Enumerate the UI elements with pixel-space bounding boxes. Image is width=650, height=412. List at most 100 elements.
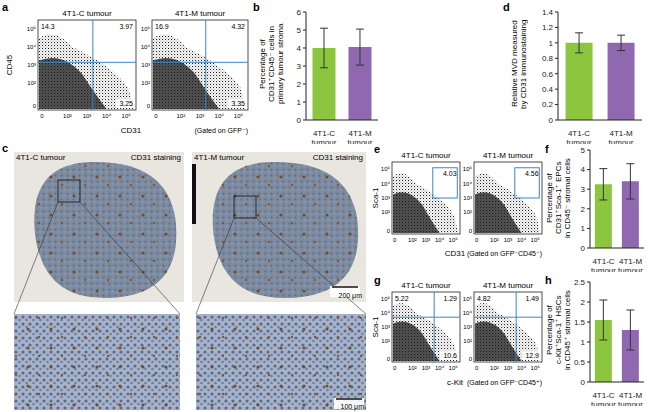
svg-text:4.32: 4.32 xyxy=(231,23,245,30)
svg-text:10⁴: 10⁴ xyxy=(215,113,225,119)
svg-text:4T1-C tumour: 4T1-C tumour xyxy=(401,281,451,290)
svg-text:10²: 10² xyxy=(381,338,390,344)
svg-text:4T1-Mtumour: 4T1-Mtumour xyxy=(609,129,634,144)
svg-text:CD31 staining: CD31 staining xyxy=(131,153,181,162)
svg-text:3.97: 3.97 xyxy=(119,23,133,30)
svg-text:0.8: 0.8 xyxy=(542,54,554,63)
svg-text:10⁵: 10⁵ xyxy=(141,26,151,32)
svg-text:Sca-1: Sca-1 xyxy=(371,187,380,208)
svg-text:3.35: 3.35 xyxy=(231,100,245,107)
svg-text:10²: 10² xyxy=(490,365,499,371)
svg-text:10³: 10³ xyxy=(141,62,150,68)
svg-text:10³: 10³ xyxy=(504,365,513,371)
svg-text:10²: 10² xyxy=(381,209,390,215)
svg-text:2: 2 xyxy=(297,80,302,89)
svg-text:a: a xyxy=(8,1,9,13)
svg-text:4T1-C tumour: 4T1-C tumour xyxy=(62,9,112,18)
svg-text:b: b xyxy=(253,1,260,13)
svg-text:1.5: 1.5 xyxy=(574,318,586,327)
svg-text:0: 0 xyxy=(469,228,473,234)
svg-text:3: 3 xyxy=(581,185,586,194)
svg-text:0: 0 xyxy=(469,356,473,362)
svg-text:12.9: 12.9 xyxy=(525,352,539,359)
svg-text:4T1-Mtumour: 4T1-Mtumour xyxy=(618,257,642,272)
svg-text:10⁴: 10⁴ xyxy=(435,237,445,243)
svg-text:10²: 10² xyxy=(27,80,36,86)
svg-text:5: 5 xyxy=(581,146,586,155)
svg-text:10³: 10³ xyxy=(381,324,390,330)
svg-text:d: d xyxy=(503,1,510,13)
svg-text:10⁵: 10⁵ xyxy=(27,26,37,32)
svg-text:4T1-Ctumour: 4T1-Ctumour xyxy=(591,391,616,406)
svg-text:(Gated on GFP⁻CD45⁺): (Gated on GFP⁻CD45⁺) xyxy=(467,379,542,387)
svg-text:10⁴: 10⁴ xyxy=(27,44,37,50)
svg-text:1: 1 xyxy=(549,39,554,48)
svg-text:4: 4 xyxy=(297,44,302,53)
svg-text:f: f xyxy=(545,143,549,155)
svg-text:5: 5 xyxy=(297,26,302,35)
svg-text:10³: 10³ xyxy=(463,324,472,330)
svg-text:10³: 10³ xyxy=(463,195,472,201)
svg-text:0: 0 xyxy=(393,365,397,371)
svg-text:10⁵: 10⁵ xyxy=(531,365,541,371)
svg-text:0.6: 0.6 xyxy=(542,70,554,79)
svg-text:3.25: 3.25 xyxy=(119,100,133,107)
svg-text:h: h xyxy=(545,274,552,286)
svg-text:10³: 10³ xyxy=(27,62,36,68)
svg-text:1: 1 xyxy=(581,224,586,233)
svg-text:10⁴: 10⁴ xyxy=(102,113,112,119)
svg-text:10⁵: 10⁵ xyxy=(463,166,473,172)
svg-text:0: 0 xyxy=(475,365,479,371)
svg-text:0: 0 xyxy=(475,237,479,243)
svg-text:0: 0 xyxy=(33,103,37,109)
svg-text:1.49: 1.49 xyxy=(525,295,539,302)
svg-text:4T1-M tumour: 4T1-M tumour xyxy=(483,151,534,160)
svg-text:0: 0 xyxy=(297,116,302,125)
svg-text:CD31 staining: CD31 staining xyxy=(313,153,363,162)
svg-text:10⁵: 10⁵ xyxy=(381,166,391,172)
svg-text:e: e xyxy=(374,143,380,155)
svg-text:4: 4 xyxy=(581,165,586,174)
svg-text:4T1-Ctumour: 4T1-Ctumour xyxy=(591,257,616,272)
svg-text:0: 0 xyxy=(387,356,391,362)
svg-text:10²: 10² xyxy=(63,113,72,119)
svg-text:0: 0 xyxy=(147,103,151,109)
svg-text:3: 3 xyxy=(297,62,302,71)
svg-text:10²: 10² xyxy=(176,113,185,119)
svg-text:4T1-Mtumour: 4T1-Mtumour xyxy=(348,129,373,144)
svg-text:10⁵: 10⁵ xyxy=(449,237,459,243)
svg-text:10⁴: 10⁴ xyxy=(381,310,391,316)
svg-text:0.2: 0.2 xyxy=(542,100,554,109)
svg-text:10²: 10² xyxy=(408,365,417,371)
svg-text:2.5: 2.5 xyxy=(574,278,586,287)
svg-text:4T1-C tumour: 4T1-C tumour xyxy=(16,153,66,162)
svg-text:0: 0 xyxy=(581,378,586,387)
svg-text:1: 1 xyxy=(581,338,586,347)
svg-text:10⁴: 10⁴ xyxy=(517,365,527,371)
svg-text:4.82: 4.82 xyxy=(477,295,491,302)
svg-text:4T1-Mtumour: 4T1-Mtumour xyxy=(618,391,642,406)
svg-text:0: 0 xyxy=(154,113,158,119)
svg-text:0.4: 0.4 xyxy=(542,85,554,94)
svg-text:10⁴: 10⁴ xyxy=(517,237,527,243)
svg-text:10⁵: 10⁵ xyxy=(463,296,473,302)
svg-text:10⁵: 10⁵ xyxy=(381,296,391,302)
svg-text:1.4: 1.4 xyxy=(542,8,554,17)
svg-text:6: 6 xyxy=(297,8,302,17)
svg-text:Sca-1: Sca-1 xyxy=(371,316,380,337)
svg-text:10³: 10³ xyxy=(196,113,205,119)
svg-text:0: 0 xyxy=(387,228,391,234)
svg-text:c: c xyxy=(8,142,9,154)
svg-text:1: 1 xyxy=(297,98,302,107)
svg-text:0.5: 0.5 xyxy=(574,358,586,367)
svg-text:10³: 10³ xyxy=(504,237,513,243)
svg-text:g: g xyxy=(374,274,381,286)
svg-text:0: 0 xyxy=(393,237,397,243)
svg-text:10⁴: 10⁴ xyxy=(463,181,473,187)
svg-text:2: 2 xyxy=(581,298,586,307)
svg-text:0: 0 xyxy=(549,116,554,125)
svg-text:14.3: 14.3 xyxy=(41,23,55,30)
svg-text:c-Kit: c-Kit xyxy=(447,378,464,387)
svg-text:0: 0 xyxy=(40,113,44,119)
svg-text:4T1-Ctumour: 4T1-Ctumour xyxy=(312,129,337,144)
